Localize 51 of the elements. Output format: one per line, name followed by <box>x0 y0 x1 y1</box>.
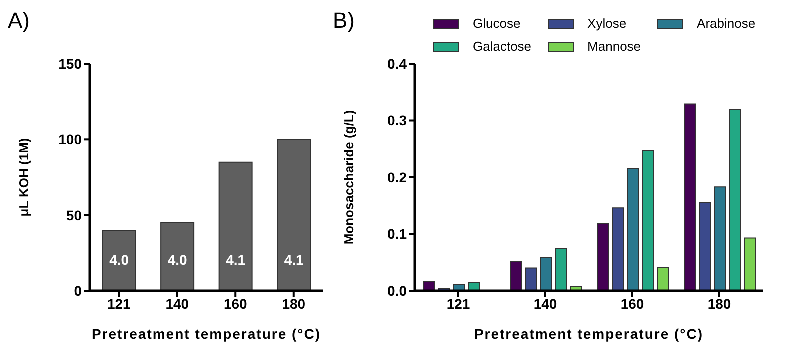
x-tick-label: 160 <box>620 296 644 312</box>
bar <box>684 104 696 291</box>
bar <box>468 282 480 291</box>
bar <box>540 257 552 291</box>
x-tick-label: 160 <box>224 296 248 312</box>
bar <box>642 150 654 291</box>
legend-label: Arabinose <box>697 16 756 31</box>
legend-label: Mannose <box>588 39 642 54</box>
bar <box>699 202 712 291</box>
bar <box>218 162 253 291</box>
y-tick-label: 100 <box>58 132 82 148</box>
bar <box>612 208 624 291</box>
chart-title: A) <box>8 8 30 34</box>
annotation: 4.0 <box>110 252 130 268</box>
bar <box>525 268 538 291</box>
legend-label: Xylose <box>588 16 627 31</box>
chart-title: B) <box>333 8 355 34</box>
y-tick-label: 0.3 <box>388 112 408 129</box>
y-axis-title: Monosaccharide (g/L) <box>342 110 357 245</box>
y-tick-label: 0.4 <box>388 56 408 72</box>
bar <box>744 238 756 291</box>
annotation: 4.1 <box>284 252 304 268</box>
x-tick-label: 121 <box>107 296 132 312</box>
bar <box>277 139 312 291</box>
annotation: 4.1 <box>226 252 246 268</box>
y-tick-label: 0.1 <box>388 226 408 242</box>
x-tick-label: 121 <box>446 296 470 312</box>
bar <box>555 248 568 291</box>
y-tick-label: 0 <box>74 282 82 299</box>
bar <box>102 230 136 291</box>
x-tick-label: 180 <box>282 296 306 312</box>
bar <box>657 267 670 291</box>
x-tick-label: 180 <box>708 296 732 312</box>
x-axis-title: Pretreatment temperature (°C) <box>474 326 704 342</box>
legend-label: Glucose <box>473 16 521 31</box>
bar <box>160 222 195 291</box>
x-tick-label: 140 <box>534 296 558 312</box>
y-tick-label: 150 <box>58 56 82 72</box>
x-tick-label: 140 <box>166 296 190 312</box>
x-axis-title: Pretreatment temperature (°C) <box>92 326 322 342</box>
annotation: 4.0 <box>168 252 188 268</box>
y-tick-label: 0.0 <box>388 282 408 299</box>
bar <box>714 186 726 291</box>
bar <box>627 168 640 291</box>
bar <box>510 260 522 291</box>
legend-label: Galactose <box>473 39 532 54</box>
y-axis-title: μL KOH (1M) <box>16 138 32 217</box>
bar <box>597 224 610 291</box>
y-tick-label: 0.2 <box>388 169 408 186</box>
y-tick-label: 50 <box>66 207 82 224</box>
bar <box>729 109 742 291</box>
